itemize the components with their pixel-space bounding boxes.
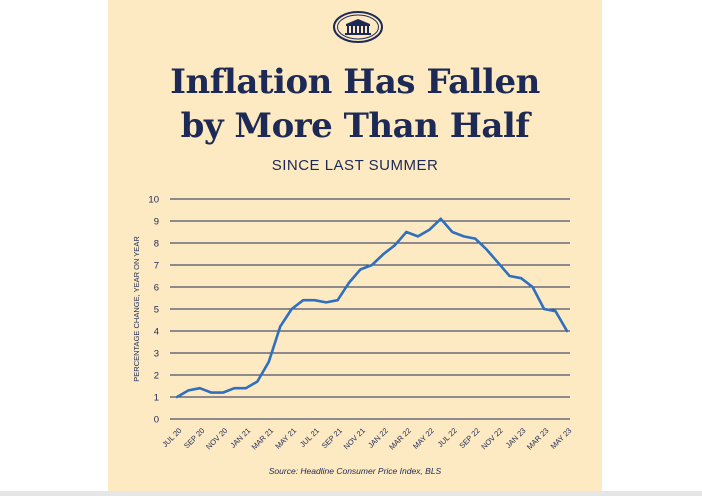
x-tick-label: NOV 21 <box>342 426 367 451</box>
x-tick-label: MAY 23 <box>549 426 574 451</box>
x-tick-label: NOV 20 <box>204 426 229 451</box>
y-tick-label: 4 <box>154 327 159 338</box>
window-bottom-strip <box>0 491 702 496</box>
x-tick-label: JAN 23 <box>504 426 528 450</box>
y-tick-label: 2 <box>154 371 159 382</box>
y-axis-label: PERCENTAGE CHANGE, YEAR ON YEAR <box>132 236 141 382</box>
x-tick-label: MAY 22 <box>411 426 436 451</box>
x-tick-label: MAR 21 <box>250 426 276 452</box>
inflation-series-line <box>175 217 569 399</box>
y-tick-label: 0 <box>154 415 159 426</box>
x-tick-label: JAN 22 <box>366 426 390 450</box>
x-tick-label: MAY 21 <box>273 426 298 451</box>
y-tick-label: 3 <box>154 349 159 360</box>
y-tick-label: 9 <box>154 217 159 228</box>
chart-title: Inflation Has Fallen by More Than Half <box>108 60 602 148</box>
x-tick-label: JAN 21 <box>228 426 252 450</box>
y-tick-label: 6 <box>154 283 159 294</box>
y-tick-label: 10 <box>148 195 159 206</box>
x-tick-label: JUL 22 <box>436 426 459 449</box>
white-house-seal-icon <box>333 11 383 43</box>
x-tick-label: JUL 20 <box>160 426 183 449</box>
x-tick-label: NOV 22 <box>479 426 504 451</box>
y-tick-label: 1 <box>154 393 159 404</box>
chart-subtitle: SINCE LAST SUMMER <box>271 157 439 174</box>
x-tick-label: MAR 22 <box>387 426 413 452</box>
source-note: Source: Headline Consumer Price Index, B… <box>268 466 442 476</box>
title-line-1: Inflation Has Fallen <box>170 62 540 102</box>
title-line-2: by More Than Half <box>180 106 530 146</box>
x-tick-label: SEP 21 <box>320 426 344 450</box>
x-tick-label: JUL 21 <box>298 426 321 449</box>
y-tick-label: 5 <box>154 305 159 316</box>
x-tick-label: SEP 20 <box>182 426 206 450</box>
x-tick-label: SEP 22 <box>457 426 481 450</box>
chart-card <box>108 0 602 496</box>
y-tick-label: 7 <box>154 261 159 272</box>
x-tick-label: MAR 23 <box>525 426 551 452</box>
y-tick-label: 8 <box>154 239 159 250</box>
